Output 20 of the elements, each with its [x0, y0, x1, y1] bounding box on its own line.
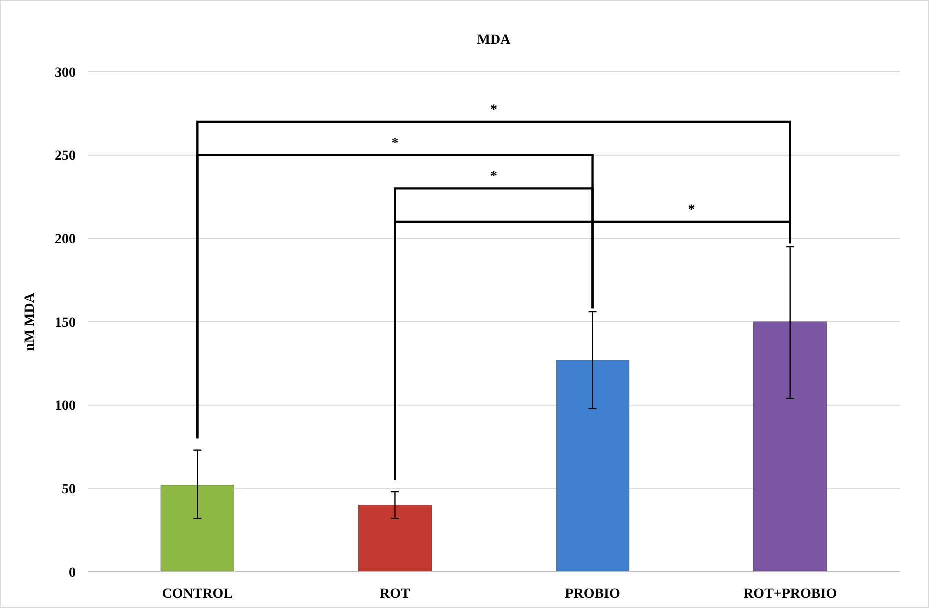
y-tick-label: 200 [55, 232, 76, 248]
bar [160, 485, 234, 572]
x-tick-label: CONTROL [162, 587, 234, 602]
annotation: * [490, 103, 498, 118]
chart-title: MDA [477, 33, 512, 48]
x-tick-label: PROBIO [565, 587, 621, 602]
bar [754, 322, 828, 572]
annotation: * [688, 203, 696, 218]
y-tick-label: 50 [62, 482, 76, 498]
y-tick-label: 300 [55, 66, 76, 81]
y-tick-label: 100 [55, 399, 76, 414]
bar [358, 505, 432, 572]
y-tick-label: 0 [69, 566, 76, 581]
annotation: * [392, 136, 399, 152]
y-tick-label: 250 [55, 149, 76, 164]
y-tick-label: 150 [55, 316, 76, 331]
x-tick-label: ROT [380, 587, 412, 602]
y-axis-title: nM MDA [23, 292, 38, 351]
x-tick-label: ROT+PROBIO [744, 587, 838, 602]
annotation: * [490, 170, 498, 185]
